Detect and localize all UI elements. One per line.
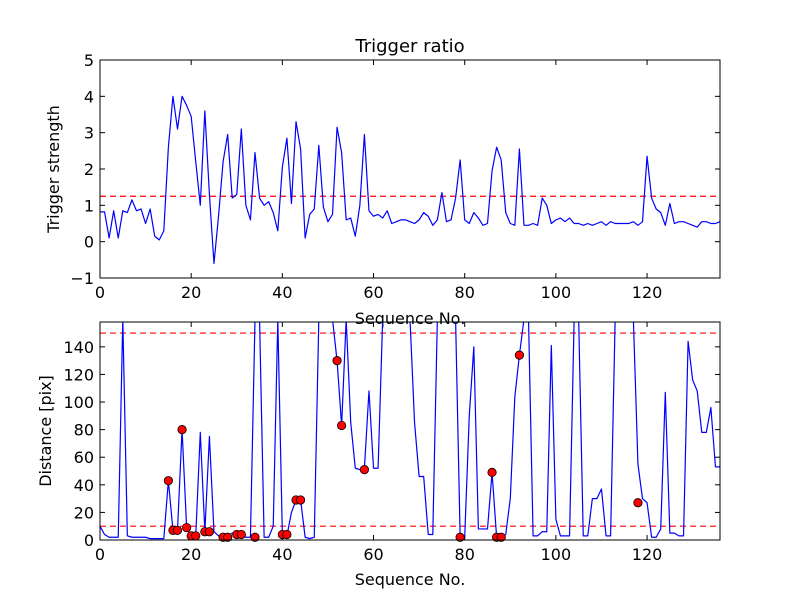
bottom-y-tick-label: 140	[63, 338, 94, 357]
bottom-panel: Distance [pix] Sequence No. 0 20 40 60 80 100…	[36, 321, 721, 589]
bottom-x-tick-label: 120	[632, 545, 663, 564]
bottom-marker-point	[163, 476, 173, 486]
top-y-tick-label: 4	[84, 87, 94, 106]
bottom-marker-point	[250, 532, 260, 542]
bottom-x-tick-label: 80	[455, 545, 475, 564]
bottom-x-tick-label: 60	[363, 545, 383, 564]
bottom-axes-frame	[99, 321, 721, 541]
bottom-x-tick-label: 0	[95, 545, 105, 564]
top-y-tick-label: 2	[84, 160, 94, 179]
top-plot-area	[99, 59, 721, 279]
bottom-series-line-0	[100, 322, 720, 540]
bottom-marker-point	[236, 529, 246, 540]
bottom-y-tick-label: 100	[63, 393, 94, 412]
bottom-y-axis-label: Distance [pix]	[36, 375, 55, 487]
bottom-y-tick-label: 120	[63, 365, 94, 384]
bottom-marker-point	[496, 532, 506, 542]
bottom-x-tick-label: 100	[541, 545, 572, 564]
bottom-y-tick-label: 0	[84, 531, 94, 550]
bottom-marker-point	[514, 350, 525, 360]
bottom-marker-point	[182, 522, 192, 533]
top-y-axis-label: Trigger strength	[44, 105, 63, 234]
bottom-marker-point	[282, 529, 292, 540]
bottom-x-tick-label: 40	[272, 545, 292, 564]
top-x-tick-label: 40	[272, 283, 292, 302]
bottom-marker-point	[455, 532, 465, 542]
top-y-tick-label: 5	[84, 51, 94, 70]
bottom-marker-point	[172, 525, 183, 535]
bottom-marker-point	[332, 356, 342, 366]
top-y-tick-label: −1	[70, 269, 94, 288]
bottom-marker-point	[359, 465, 370, 475]
top-x-tick-label: 60	[363, 283, 383, 302]
bottom-marker-point	[177, 425, 187, 435]
top-x-tick-label: 120	[632, 283, 663, 302]
top-clipped-content	[100, 95, 720, 265]
top-y-tick-label: 3	[84, 124, 94, 143]
bottom-x-tick-label: 20	[181, 545, 201, 564]
bottom-y-tick-label: 40	[74, 476, 94, 495]
bottom-marker-point	[337, 420, 347, 431]
top-x-tick-label: 80	[455, 283, 475, 302]
bottom-x-axis-label: Sequence No.	[355, 570, 466, 589]
bottom-marker-point	[204, 527, 215, 537]
bottom-y-tick-label: 20	[74, 503, 94, 522]
top-x-tick-label: 100	[541, 283, 572, 302]
bottom-plot-area	[99, 321, 721, 542]
bottom-marker-point	[487, 467, 497, 477]
bottom-y-tick-label: 80	[74, 421, 94, 440]
bottom-clipped-content	[100, 322, 720, 540]
top-y-tick-label: 1	[84, 196, 94, 215]
bottom-marker-point	[295, 495, 306, 505]
bottom-y-tick-label: 60	[74, 448, 94, 467]
top-x-tick-label: 0	[95, 283, 105, 302]
bottom-marker-point	[191, 531, 201, 541]
top-x-tick-label: 20	[181, 283, 201, 302]
top-series-line-0	[100, 95, 720, 265]
bottom-axis-ticks: 0 20 40 60 80 100 120 0 20 40 60 80 100 120 140	[63, 322, 720, 564]
top-y-tick-label: 0	[84, 233, 94, 252]
top-chart-title: Trigger ratio	[354, 36, 464, 57]
top-axes-frame	[99, 59, 721, 279]
bottom-marker-point	[223, 532, 233, 542]
bottom-marker-point	[633, 498, 643, 508]
